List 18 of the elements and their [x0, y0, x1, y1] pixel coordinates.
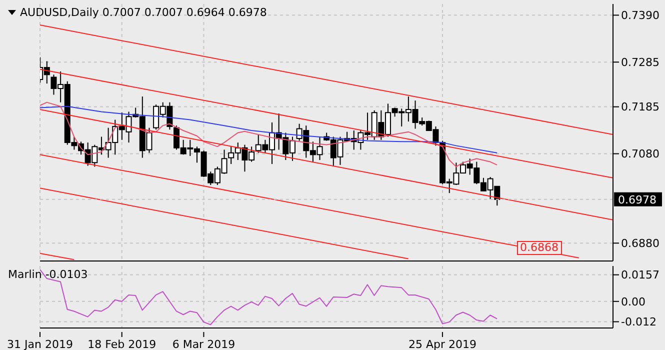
line-series — [40, 269, 498, 326]
x-tick-label: 25 Apr 2019 — [408, 338, 476, 350]
y-tick-label: 0.7080 — [621, 148, 660, 161]
y-tick-label: 0.7390 — [621, 9, 660, 22]
x-tick-label: 18 Feb 2019 — [88, 338, 156, 350]
y-tick-label: 0.7185 — [621, 100, 660, 114]
x-tick-label: 6 Mar 2019 — [172, 338, 236, 350]
chart-title: Marlin -0.0103 — [8, 268, 88, 281]
y-tick-label: 0.7285 — [621, 56, 660, 70]
y-tick-label: 0.0157 — [621, 268, 660, 282]
x-tick-label: 31 Jan 2019 — [7, 338, 73, 350]
ref-line-label: 0.6978 — [618, 193, 656, 206]
line-series — [40, 102, 498, 168]
y-tick-label: -0.012 — [621, 316, 656, 329]
y-tick-label: 0.00 — [621, 295, 646, 308]
chart-title: AUDUSD,Daily 0.7007 0.7007 0.6964 0.6978 — [20, 6, 267, 19]
annotation: 0.6868 — [517, 241, 562, 255]
y-tick-label: 0.6880 — [621, 237, 660, 250]
